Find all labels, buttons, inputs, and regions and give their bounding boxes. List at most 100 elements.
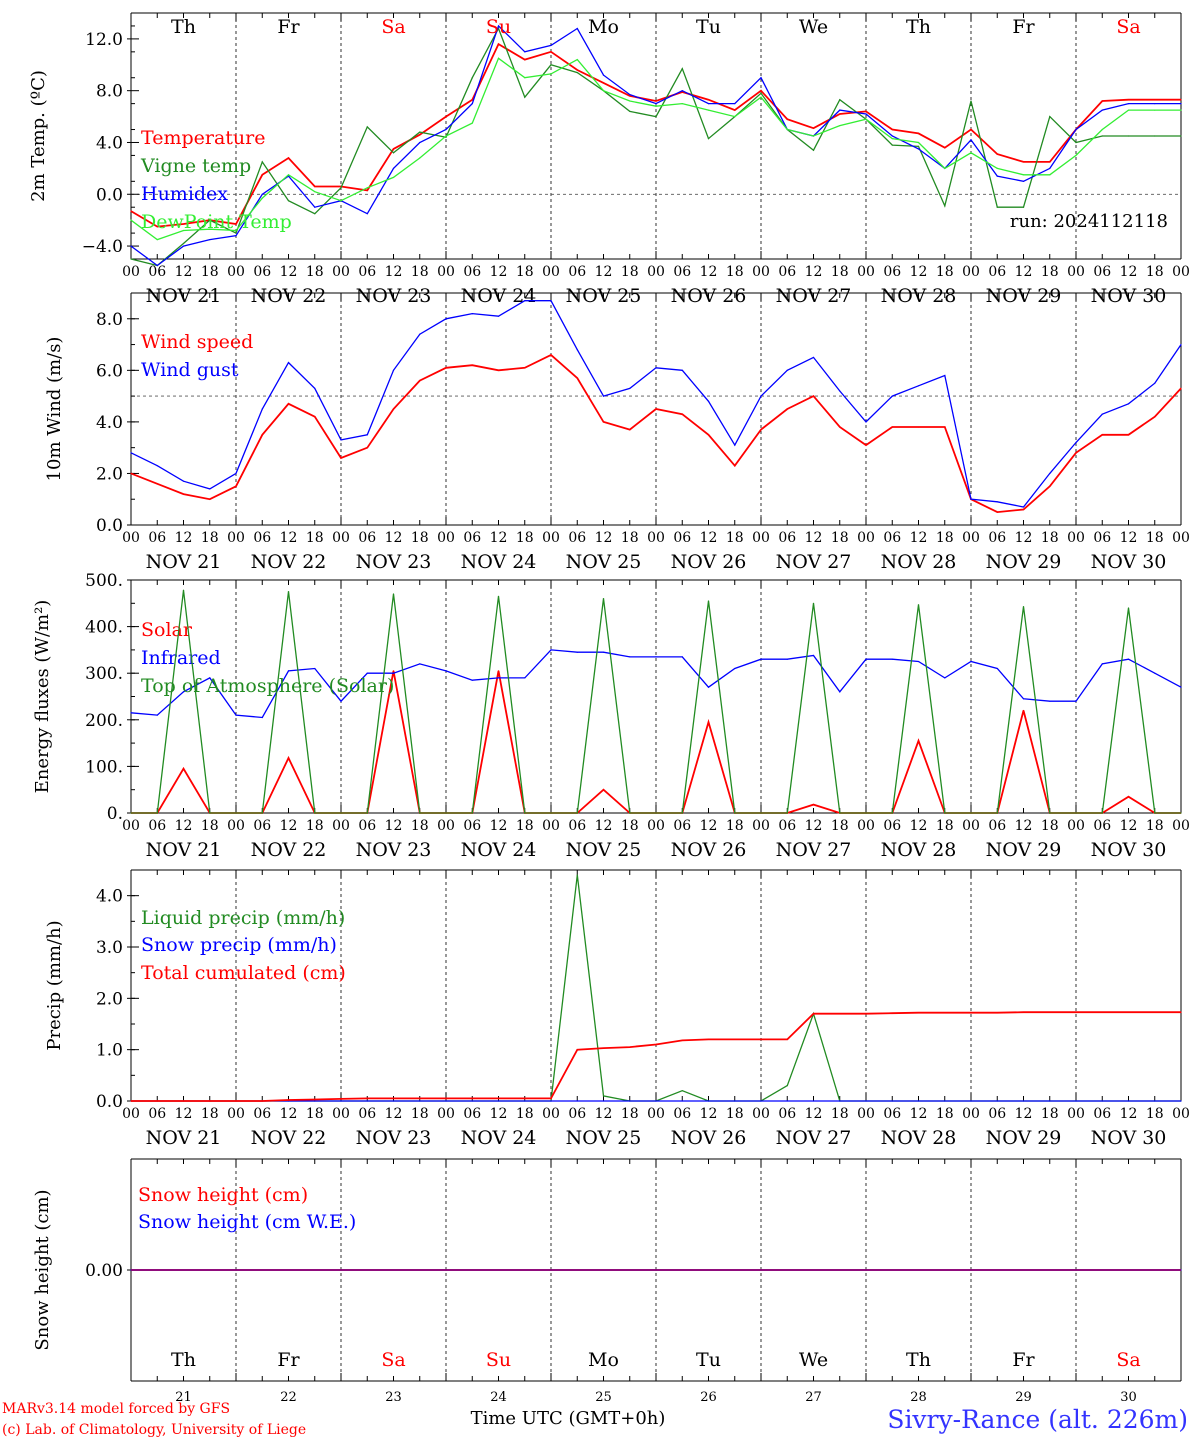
date-label: NOV 22 (251, 839, 327, 861)
data-point (629, 656, 631, 658)
hour-tick-label: 06 (463, 818, 481, 834)
data-point (681, 1090, 683, 1092)
day-name-top: Mo (588, 16, 619, 38)
data-point (839, 390, 841, 392)
data-point (524, 77, 526, 79)
data-point (1049, 174, 1051, 176)
data-point (865, 421, 867, 423)
data-point (681, 68, 683, 70)
data-point (786, 369, 788, 371)
data-point (392, 152, 395, 154)
hour-tick-label: 06 (988, 264, 1006, 280)
data-point (182, 480, 185, 482)
data-point (629, 812, 631, 814)
data-point (392, 1100, 395, 1102)
data-point (261, 434, 263, 436)
hour-tick-label: 06 (148, 530, 166, 546)
chart-panel-4: 0.0 1.0 2.0 3.0 4.0 Precip (mm/h) Liquid preci… (44, 869, 1190, 1149)
data-point (550, 1100, 552, 1102)
data-point (734, 115, 736, 118)
data-point (1154, 1100, 1156, 1102)
hour-tick-label: 06 (568, 264, 586, 280)
data-point (865, 658, 867, 660)
data-point (655, 656, 657, 658)
data-point (602, 1095, 605, 1097)
data-point (445, 128, 447, 131)
data-point (891, 135, 893, 137)
hour-tick-label: 12 (700, 818, 718, 834)
date-label: NOV 30 (1091, 551, 1167, 573)
data-point (366, 189, 368, 191)
data-point (996, 175, 998, 177)
data-point (314, 185, 316, 188)
date-label: NOV 26 (671, 839, 747, 861)
data-point (1127, 796, 1130, 798)
data-point (970, 660, 972, 663)
date-label: NOV 28 (881, 839, 957, 861)
data-point (760, 395, 762, 397)
hour-tick-label: 12 (700, 264, 718, 280)
data-point (235, 223, 237, 225)
data-point (130, 210, 132, 212)
data-point (550, 300, 552, 302)
data-point (1022, 206, 1025, 208)
data-point (944, 374, 946, 377)
data-point (366, 447, 368, 449)
data-point (812, 1100, 815, 1102)
data-point (314, 667, 316, 670)
hour-tick-label: 00 (857, 264, 875, 280)
data-point (917, 1012, 920, 1014)
data-point (340, 812, 342, 814)
data-point (130, 472, 132, 475)
data-point (1101, 663, 1103, 665)
data-point (734, 109, 736, 111)
hour-tick-label: 18 (411, 818, 429, 834)
data-point (261, 1100, 263, 1102)
data-point (445, 115, 447, 118)
data-point (760, 90, 762, 92)
data-point (130, 712, 132, 714)
data-point (1101, 135, 1103, 137)
data-point (970, 128, 972, 131)
data-point (182, 691, 185, 693)
data-point (550, 73, 552, 75)
hour-tick-label: 00 (752, 818, 770, 834)
day-name-top: We (799, 16, 828, 38)
data-point (550, 354, 552, 356)
day-name-bottom: Su (486, 1349, 511, 1371)
hour-tick-label: 00 (122, 264, 140, 280)
date-label: NOV 27 (776, 839, 852, 861)
hour-tick-label: 06 (148, 818, 166, 834)
data-point (1180, 686, 1182, 688)
data-point (209, 219, 211, 221)
hour-tick-label: 00 (437, 264, 455, 280)
hour-tick-label: 18 (831, 264, 849, 280)
hour-tick-label: 00 (437, 530, 455, 546)
hour-tick-label: 00 (1172, 818, 1190, 834)
data-point (524, 812, 526, 814)
day-number: 27 (805, 1390, 822, 1405)
data-point (891, 812, 893, 814)
y-tick-label: 2.0 (96, 464, 123, 484)
hour-tick-label: 06 (463, 530, 481, 546)
data-point (314, 416, 316, 418)
data-point (970, 152, 972, 154)
y-tick-label: 400. (85, 618, 123, 638)
hour-tick-label: 06 (568, 1106, 586, 1122)
date-label: NOV 29 (986, 839, 1062, 861)
data-point (235, 1100, 237, 1102)
data-point (576, 377, 578, 379)
hour-tick-label: 00 (962, 1106, 980, 1122)
station-title: Sivry-Rance (alt. 226m) (887, 1405, 1188, 1434)
day-name-bottom: Tu (696, 1349, 721, 1371)
data-point (760, 1038, 762, 1040)
hour-tick-label: 00 (227, 530, 245, 546)
data-point (707, 721, 710, 723)
data-point (1180, 343, 1182, 346)
legend-entry: Liquid precip (mm/h) (141, 907, 345, 929)
data-point (812, 804, 815, 806)
hour-tick-label: 06 (988, 530, 1006, 546)
data-point (497, 1097, 500, 1100)
data-point (944, 812, 946, 814)
credit-line-2: (c) Lab. of Climatology, University of L… (2, 1422, 306, 1438)
